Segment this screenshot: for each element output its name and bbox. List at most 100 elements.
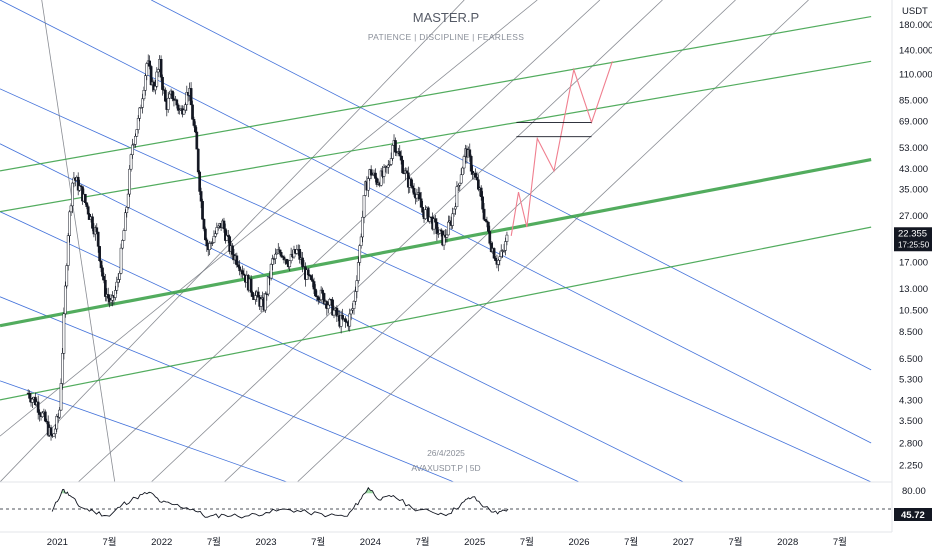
- candle-body: [348, 313, 352, 327]
- candle-body: [91, 216, 94, 229]
- time-tick-label: 7월: [833, 536, 847, 548]
- candle-body: [332, 309, 336, 316]
- blue-channel-line-4: [0, 211, 580, 482]
- candle-body: [119, 247, 123, 274]
- candle-body: [164, 89, 167, 102]
- candle-body: [382, 167, 386, 177]
- candle-body: [401, 159, 404, 174]
- candle-body: [115, 281, 119, 291]
- candle-body: [101, 267, 104, 277]
- candle-body: [154, 86, 157, 91]
- candle-body: [214, 233, 217, 237]
- rsi-indicator: [0, 486, 892, 519]
- blue-channel-line-5: [0, 296, 454, 482]
- rsi-value-badge-bg: [894, 508, 932, 521]
- candle-body: [236, 264, 240, 268]
- candle-body: [504, 241, 507, 251]
- candle-body: [362, 195, 366, 218]
- candle-body: [498, 256, 502, 261]
- candle-body: [435, 221, 439, 234]
- candle-body: [492, 248, 496, 259]
- price-tick-label: 4.300: [899, 395, 923, 406]
- candle-body: [231, 245, 234, 255]
- time-tick-label: 2024: [360, 537, 381, 548]
- candle-body: [505, 234, 509, 242]
- candle-body: [58, 409, 61, 418]
- candle-body: [208, 243, 212, 250]
- candle-body: [405, 170, 409, 174]
- green-channel-line-3: [0, 226, 872, 401]
- candle-body: [201, 200, 204, 220]
- candle-body: [341, 314, 344, 320]
- candle-body: [191, 104, 194, 120]
- candle-body: [314, 288, 317, 297]
- candle-body: [359, 236, 363, 246]
- candle-body: [71, 182, 74, 207]
- candle-body: [462, 156, 466, 169]
- time-tick-label: 2023: [255, 537, 276, 548]
- candle-body: [309, 275, 313, 280]
- last-price-badge-bg: [894, 227, 932, 252]
- candle-body: [241, 270, 244, 275]
- candle-body: [138, 107, 141, 119]
- blue-channel-line-0: [151, 0, 872, 371]
- candle-body: [479, 187, 483, 198]
- candle-body: [59, 383, 63, 411]
- price-tick-label: 3.500: [899, 416, 923, 427]
- price-tick-label: 180.000: [899, 20, 932, 31]
- candle-body: [148, 60, 151, 67]
- candle-body: [356, 262, 360, 281]
- candle-body: [63, 285, 67, 315]
- green-channel-line-0: [0, 15, 872, 172]
- price-pane[interactable]: [0, 0, 872, 482]
- candle-body: [43, 411, 47, 422]
- candle-body: [459, 174, 463, 184]
- candle-body: [482, 208, 486, 220]
- candle-body: [78, 185, 81, 191]
- price-candles: [26, 54, 509, 441]
- candle-body: [301, 257, 304, 268]
- candle-body: [149, 66, 153, 86]
- info-symbol: AVAXUSDT.P | 5D: [411, 463, 480, 473]
- price-tick-label: 2.250: [899, 461, 923, 472]
- candle-body: [269, 264, 273, 279]
- price-tick-label: 10.500: [899, 306, 928, 317]
- price-tick-label: 6.500: [899, 354, 923, 365]
- candle-body: [38, 412, 41, 415]
- time-tick-label: 7월: [207, 536, 221, 548]
- candle-body: [285, 259, 289, 264]
- currency-label: USDT: [902, 6, 928, 17]
- candle-body: [69, 205, 73, 213]
- time-tick-label: 7월: [520, 536, 534, 548]
- price-tick-label: 53.000: [899, 143, 928, 154]
- candle-body: [426, 207, 430, 222]
- price-axis[interactable]: USDT 180.000 140.000 110.000 85.000 69.000 53…: [899, 6, 932, 472]
- candle-body: [235, 255, 239, 266]
- countdown-value: 17:25:50: [898, 240, 930, 249]
- channel-lines: [0, 0, 872, 482]
- price-tick-label: 2.800: [899, 439, 923, 450]
- last-price-badge: 22.355 17:25:50: [894, 227, 932, 252]
- candle-body: [134, 136, 137, 145]
- time-tick-label: 7월: [311, 536, 325, 548]
- candle-body: [446, 221, 450, 236]
- candle-body: [195, 131, 199, 150]
- candle-body: [344, 318, 347, 322]
- candle-body: [358, 245, 362, 263]
- rsi-pane[interactable]: [0, 481, 892, 519]
- candle-body: [415, 194, 419, 199]
- candle-body: [215, 227, 219, 234]
- candle-body: [282, 256, 286, 261]
- candle-body: [68, 211, 71, 236]
- candle-body: [439, 229, 443, 232]
- time-axis[interactable]: 2021 7월 2022 7월 2023 7월 2024 7월 2025 7월 2026 7월 2027…: [47, 536, 847, 548]
- candle-body: [212, 236, 216, 243]
- candle-body: [125, 207, 129, 214]
- candle-body: [475, 176, 479, 180]
- candle-body: [321, 289, 324, 294]
- candle-body: [124, 212, 127, 231]
- candle-body: [394, 140, 397, 153]
- candle-body: [399, 155, 403, 161]
- candle-body: [311, 279, 314, 282]
